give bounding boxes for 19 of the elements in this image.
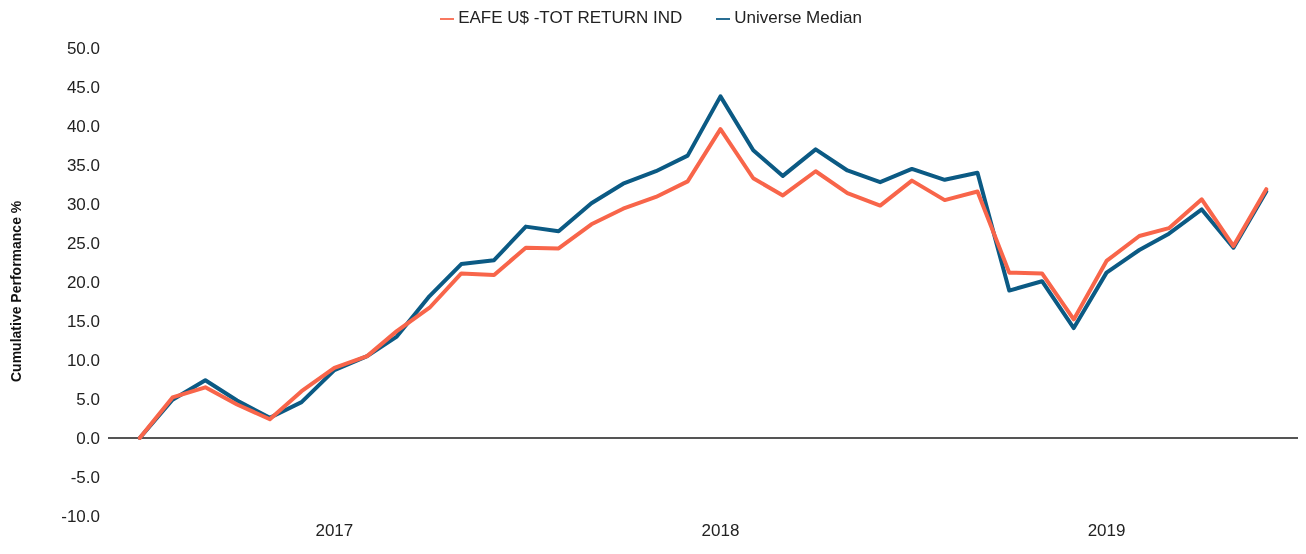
y-tick-label: 30.0 [66,195,100,215]
y-tick-label: 25.0 [66,234,100,254]
y-tick-label: 5.0 [76,390,100,410]
y-tick-label: 10.0 [66,351,100,371]
x-tick-label: 2018 [701,521,740,541]
y-tick-label: -10.0 [61,507,100,527]
x-tick-label: 2019 [1087,521,1126,541]
y-tick-label: 15.0 [66,312,100,332]
y-tick-label: -5.0 [70,468,100,488]
y-axis-title: Cumulative Performance % [7,200,24,382]
legend-label: EAFE U$ -TOT RETURN IND [458,8,683,27]
y-tick-label: 40.0 [66,117,100,137]
x-tick-label: 2017 [315,521,354,541]
legend-label: Universe Median [734,8,862,27]
y-tick-label: 45.0 [66,78,100,98]
y-tick-label: 50.0 [66,39,100,59]
y-tick-label: 35.0 [66,156,100,176]
y-tick-label: 20.0 [66,273,100,293]
y-tick-label: 0.0 [76,429,100,449]
